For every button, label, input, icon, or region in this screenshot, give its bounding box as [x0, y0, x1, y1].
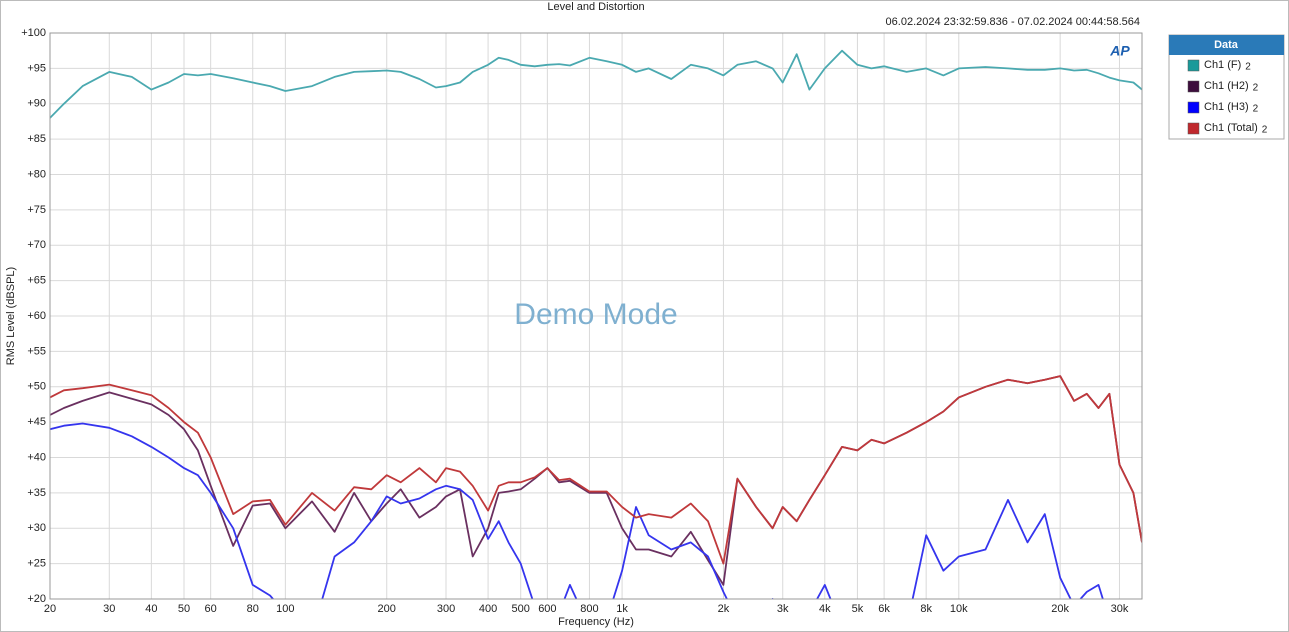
x-tick-label: 500: [512, 603, 530, 615]
x-axis-label: Frequency (Hz): [558, 616, 634, 628]
legend-label: Ch1 (H2): [1204, 80, 1249, 92]
legend-label: Ch1 (H3): [1204, 101, 1249, 113]
plot-border: [49, 32, 1143, 600]
x-tick-label: 20: [44, 603, 56, 615]
y-tick-label: +25: [27, 558, 46, 570]
y-tick-label: +70: [27, 239, 46, 251]
y-tick-label: +60: [27, 310, 46, 322]
y-tick-label: +55: [27, 345, 46, 357]
x-tick-label: 40: [145, 603, 157, 615]
x-tick-label: 800: [580, 603, 598, 615]
y-tick-label: +95: [27, 62, 46, 74]
x-tick-label: 30k: [1111, 603, 1129, 615]
legend-suffix: 2: [1253, 83, 1259, 94]
x-tick-label: 4k: [819, 603, 831, 615]
timestamp: 06.02.2024 23:32:59.836 - 07.02.2024 00:…: [886, 16, 1140, 28]
legend-label: Ch1 (Total): [1204, 122, 1258, 134]
y-tick-label: +65: [27, 275, 46, 287]
x-tick-label: 80: [247, 603, 259, 615]
y-tick-label: +30: [27, 522, 46, 534]
y-tick-label: +45: [27, 416, 46, 428]
legend-suffix: 2: [1262, 125, 1268, 136]
x-tick-label: 10k: [950, 603, 968, 615]
x-tick-label: 60: [205, 603, 217, 615]
x-tick-label: 20k: [1051, 603, 1069, 615]
y-tick-label: +75: [27, 204, 46, 216]
y-tick-label: +20: [27, 593, 46, 605]
x-tick-label: 8k: [920, 603, 932, 615]
series-line: [50, 422, 1104, 599]
legend-swatch: [1187, 80, 1200, 93]
y-axis-label: RMS Level (dBSPL): [5, 267, 17, 365]
legend-label: Ch1 (F): [1204, 59, 1241, 71]
y-tick-label: +90: [27, 98, 46, 110]
legend-title: Data: [1214, 39, 1239, 51]
series-line: [50, 375, 1142, 565]
x-tick-label: 2k: [718, 603, 730, 615]
legend-swatch: [1187, 122, 1200, 135]
y-tick-label: +35: [27, 487, 46, 499]
legend-swatch: [1187, 101, 1200, 114]
y-tick-label: +100: [21, 27, 46, 39]
watermark: Demo Mode: [514, 298, 677, 331]
legend-suffix: 2: [1253, 104, 1259, 115]
y-tick-label: +85: [27, 133, 46, 145]
chart-title: Level and Distortion: [547, 1, 644, 13]
x-tick-label: 30: [103, 603, 115, 615]
legend-header: [1169, 35, 1284, 55]
y-tick-label: +40: [27, 451, 46, 463]
x-tick-label: 1k: [616, 603, 628, 615]
y-tick-label: +80: [27, 168, 46, 180]
x-tick-label: 400: [479, 603, 497, 615]
x-tick-label: 3k: [777, 603, 789, 615]
legend-suffix: 2: [1245, 62, 1251, 73]
series-line: [50, 49, 1142, 119]
x-tick-label: 100: [276, 603, 294, 615]
y-tick-label: +50: [27, 381, 46, 393]
x-tick-label: 5k: [852, 603, 864, 615]
x-tick-label: 50: [178, 603, 190, 615]
x-tick-label: 200: [378, 603, 396, 615]
legend-swatch: [1187, 59, 1200, 72]
x-tick-label: 300: [437, 603, 455, 615]
x-tick-label: 600: [538, 603, 556, 615]
logo: AP: [1109, 43, 1130, 59]
x-tick-label: 6k: [878, 603, 890, 615]
